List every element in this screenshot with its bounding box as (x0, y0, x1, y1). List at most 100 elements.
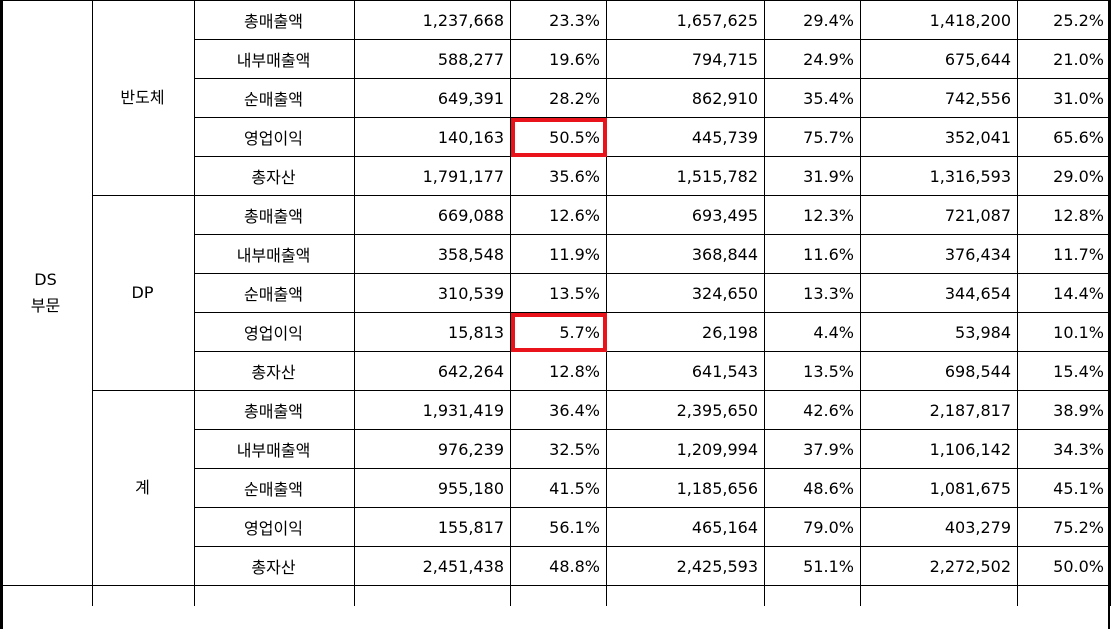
value-cell[interactable]: 368,844 (606, 234, 765, 274)
value-cell[interactable]: 140,163 (354, 117, 511, 157)
percent-cell[interactable]: 10.1% (1017, 312, 1111, 352)
value-cell[interactable]: 1,931,419 (354, 390, 511, 430)
percent-cell[interactable]: 48.8% (510, 546, 607, 586)
item-label-cell[interactable]: 영업이익 (194, 507, 355, 547)
item-label-cell[interactable]: 순매출액 (194, 273, 355, 313)
value-cell[interactable]: 465,164 (606, 507, 765, 547)
value-cell[interactable]: 742,556 (860, 78, 1018, 118)
percent-cell[interactable]: 51.1% (764, 546, 861, 586)
value-cell[interactable]: 976,239 (354, 429, 511, 469)
value-cell[interactable]: 794,715 (606, 39, 765, 79)
value-cell[interactable]: 1,237,668 (354, 0, 511, 40)
empty-cell[interactable] (510, 585, 607, 606)
value-cell[interactable]: 642,264 (354, 351, 511, 391)
percent-cell[interactable]: 15.4% (1017, 351, 1111, 391)
percent-cell[interactable]: 65.6% (1017, 117, 1111, 157)
item-label-cell[interactable]: 순매출액 (194, 468, 355, 508)
percent-cell[interactable]: 35.4% (764, 78, 861, 118)
value-cell[interactable]: 376,434 (860, 234, 1018, 274)
value-cell[interactable]: 693,495 (606, 195, 765, 235)
value-cell[interactable]: 403,279 (860, 507, 1018, 547)
percent-cell[interactable]: 24.9% (764, 39, 861, 79)
percent-cell[interactable]: 11.7% (1017, 234, 1111, 274)
empty-cell[interactable] (194, 585, 355, 606)
value-cell[interactable]: 26,198 (606, 312, 765, 352)
percent-cell[interactable]: 12.8% (510, 351, 607, 391)
value-cell[interactable]: 155,817 (354, 507, 511, 547)
value-cell[interactable]: 675,644 (860, 39, 1018, 79)
item-label-cell[interactable]: 총자산 (194, 156, 355, 196)
value-cell[interactable]: 698,544 (860, 351, 1018, 391)
item-label-cell[interactable]: 총자산 (194, 351, 355, 391)
empty-cell[interactable] (764, 585, 861, 606)
percent-cell[interactable]: 13.3% (764, 273, 861, 313)
highlighted-percent-cell[interactable]: 5.7% (510, 312, 607, 352)
percent-cell[interactable]: 31.9% (764, 156, 861, 196)
value-cell[interactable]: 1,106,142 (860, 429, 1018, 469)
percent-cell[interactable]: 4.4% (764, 312, 861, 352)
division-cell[interactable]: DS 부문 (0, 0, 93, 586)
percent-cell[interactable]: 19.6% (510, 39, 607, 79)
value-cell[interactable]: 324,650 (606, 273, 765, 313)
item-label-cell[interactable]: 총매출액 (194, 390, 355, 430)
percent-cell[interactable]: 41.5% (510, 468, 607, 508)
value-cell[interactable]: 2,187,817 (860, 390, 1018, 430)
value-cell[interactable]: 445,739 (606, 117, 765, 157)
value-cell[interactable]: 641,543 (606, 351, 765, 391)
item-label-cell[interactable]: 총매출액 (194, 0, 355, 40)
value-cell[interactable]: 1,081,675 (860, 468, 1018, 508)
value-cell[interactable]: 862,910 (606, 78, 765, 118)
value-cell[interactable]: 1,515,782 (606, 156, 765, 196)
percent-cell[interactable]: 14.4% (1017, 273, 1111, 313)
percent-cell[interactable]: 28.2% (510, 78, 607, 118)
value-cell[interactable]: 1,316,593 (860, 156, 1018, 196)
group-cell[interactable]: 반도체 (92, 0, 195, 196)
percent-cell[interactable]: 42.6% (764, 390, 861, 430)
value-cell[interactable]: 588,277 (354, 39, 511, 79)
group-cell[interactable]: 계 (92, 390, 195, 586)
percent-cell[interactable]: 11.9% (510, 234, 607, 274)
percent-cell[interactable]: 34.3% (1017, 429, 1111, 469)
value-cell[interactable]: 344,654 (860, 273, 1018, 313)
value-cell[interactable]: 1,791,177 (354, 156, 511, 196)
empty-cell[interactable] (606, 585, 765, 606)
percent-cell[interactable]: 35.6% (510, 156, 607, 196)
value-cell[interactable]: 358,548 (354, 234, 511, 274)
value-cell[interactable]: 1,185,656 (606, 468, 765, 508)
percent-cell[interactable]: 13.5% (510, 273, 607, 313)
item-label-cell[interactable]: 총매출액 (194, 195, 355, 235)
percent-cell[interactable]: 48.6% (764, 468, 861, 508)
value-cell[interactable]: 669,088 (354, 195, 511, 235)
item-label-cell[interactable]: 총자산 (194, 546, 355, 586)
value-cell[interactable]: 15,813 (354, 312, 511, 352)
percent-cell[interactable]: 31.0% (1017, 78, 1111, 118)
empty-cell[interactable] (0, 585, 93, 606)
item-label-cell[interactable]: 영업이익 (194, 117, 355, 157)
percent-cell[interactable]: 45.1% (1017, 468, 1111, 508)
percent-cell[interactable]: 21.0% (1017, 39, 1111, 79)
item-label-cell[interactable]: 영업이익 (194, 312, 355, 352)
percent-cell[interactable]: 12.3% (764, 195, 861, 235)
empty-cell[interactable] (92, 585, 195, 606)
value-cell[interactable]: 2,451,438 (354, 546, 511, 586)
percent-cell[interactable]: 75.7% (764, 117, 861, 157)
group-cell[interactable]: DP (92, 195, 195, 391)
percent-cell[interactable]: 25.2% (1017, 0, 1111, 40)
empty-cell[interactable] (1017, 585, 1111, 606)
percent-cell[interactable]: 11.6% (764, 234, 861, 274)
percent-cell[interactable]: 29.4% (764, 0, 861, 40)
value-cell[interactable]: 352,041 (860, 117, 1018, 157)
percent-cell[interactable]: 50.0% (1017, 546, 1111, 586)
item-label-cell[interactable]: 내부매출액 (194, 429, 355, 469)
percent-cell[interactable]: 12.8% (1017, 195, 1111, 235)
value-cell[interactable]: 649,391 (354, 78, 511, 118)
empty-cell[interactable] (354, 585, 511, 606)
percent-cell[interactable]: 13.5% (764, 351, 861, 391)
item-label-cell[interactable]: 내부매출액 (194, 39, 355, 79)
value-cell[interactable]: 1,418,200 (860, 0, 1018, 40)
percent-cell[interactable]: 32.5% (510, 429, 607, 469)
percent-cell[interactable]: 29.0% (1017, 156, 1111, 196)
percent-cell[interactable]: 12.6% (510, 195, 607, 235)
value-cell[interactable]: 1,657,625 (606, 0, 765, 40)
value-cell[interactable]: 1,209,994 (606, 429, 765, 469)
